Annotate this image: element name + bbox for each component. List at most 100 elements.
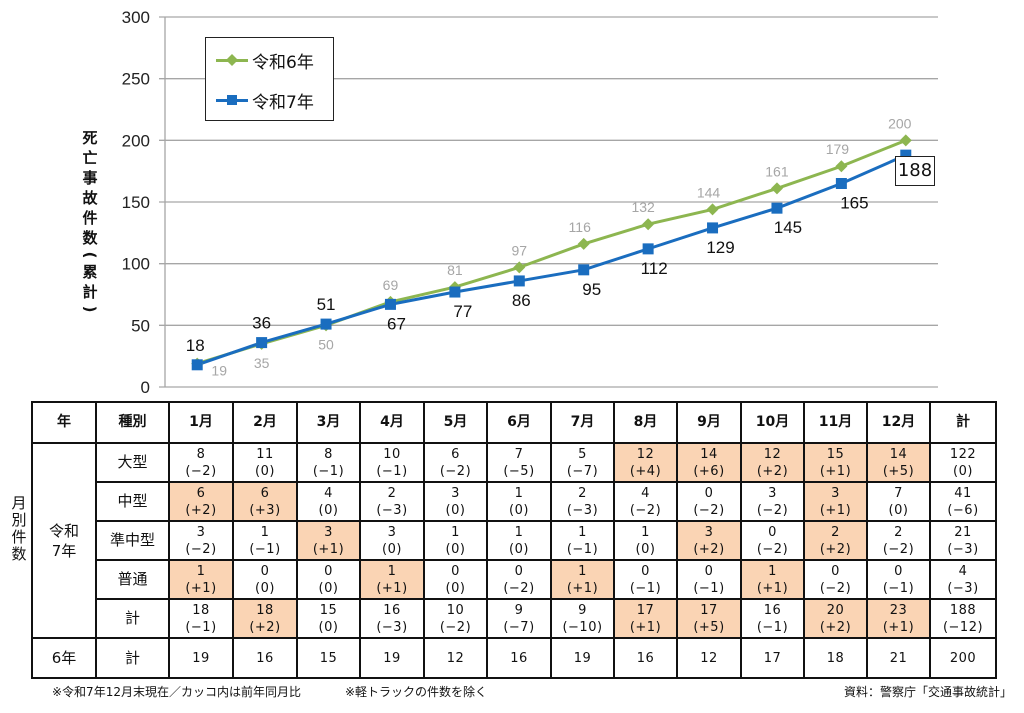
cell-value: 17: [700, 602, 718, 618]
data-label-r6: 50: [318, 336, 334, 352]
square-marker-icon: [320, 318, 332, 330]
cell-yoy-diff: (−2): [756, 502, 789, 518]
table-cell: 4 (0): [296, 481, 361, 522]
cell-yoy-diff: (+2): [249, 619, 281, 635]
table-cell: 3 (+1): [296, 520, 361, 561]
vehicle-type-label: 中型: [95, 481, 170, 522]
table-cell: 1 (+1): [359, 559, 425, 600]
table-cell: 0 (−2): [676, 481, 742, 522]
table-cell: 0 (−1): [676, 559, 742, 600]
cell-yoy-diff: (−2): [439, 463, 472, 479]
data-label-r7: 36: [252, 314, 271, 333]
table-cell: 3 (+2): [676, 520, 742, 561]
y-axis-label-char: 亡: [82, 149, 98, 167]
data-label-r7: 145: [774, 218, 802, 237]
table-cell: 3 (0): [359, 520, 425, 561]
column-header: 計: [929, 401, 997, 444]
column-header: 12月: [866, 401, 931, 444]
table-row: 令和 7年 大型 8 (−2) 11 (0) 8 (−1) 10 (−1) 6 (−2) 7 (−5) 5 (−…: [31, 442, 997, 639]
table-cell: 19: [550, 637, 615, 679]
cell-yoy-diff: (0): [888, 502, 909, 518]
square-marker-icon: [578, 264, 590, 276]
table-cell: 1 (+1): [740, 559, 805, 600]
cell-value: 2: [578, 485, 587, 501]
table-cell: 15 (0): [296, 598, 361, 639]
cell-yoy-diff: (−3): [376, 502, 408, 518]
y-axis-label-char: 事: [82, 169, 98, 187]
diamond-marker-icon: [216, 48, 248, 72]
cell-value: 188: [949, 602, 977, 618]
cell-yoy-diff: (−1): [312, 463, 345, 479]
cell-yoy-diff: (−1): [249, 541, 281, 557]
table-cell: 1 (−1): [232, 520, 298, 561]
cell-value: 0: [704, 563, 714, 579]
cell-value: 1: [578, 524, 587, 540]
table-row: 計 18 (−1) 18 (+2) 15 (0) 16 (−3) 10 (−2) 9 (−7) 9 (−10…: [32, 598, 997, 639]
table-cell: 2 (−2): [866, 520, 931, 561]
table-cell: 1 (+1): [550, 559, 615, 600]
cell-value: 3: [387, 524, 397, 540]
cell-value: 15: [826, 446, 845, 462]
table-cell: 8 (−1): [296, 442, 361, 483]
cell-value: 6: [260, 485, 270, 501]
data-label-r6: 69: [383, 277, 399, 293]
cell-value: 1: [514, 524, 524, 540]
y-tick-label: 300: [122, 8, 150, 27]
cell-value: 18: [256, 602, 274, 618]
cell-yoy-diff: (+2): [819, 619, 852, 635]
table-cell: 188 (−12): [929, 598, 997, 639]
table-cell: 18: [803, 637, 868, 679]
cell-value: 6: [196, 485, 206, 501]
cell-yoy-diff: (0): [318, 619, 339, 635]
diamond-marker-icon: [899, 134, 912, 147]
vehicle-type-label: 大型: [95, 442, 170, 483]
cell-value: 23: [889, 602, 908, 618]
legend-label-r6: 令和6年: [252, 52, 314, 73]
cell-value: 1: [768, 563, 777, 579]
square-marker-icon: [642, 243, 654, 255]
data-label-r6: 179: [826, 141, 850, 157]
table-cell: 9 (−7): [486, 598, 552, 639]
table-cell: 0 (−2): [486, 559, 552, 600]
data-label-r7: 86: [512, 291, 531, 310]
column-header: 2月: [232, 401, 298, 444]
line-chart-plot: 0 50 100 150 200 250 300 19 35 50 69 81 97 116 132 144 1…: [122, 8, 938, 397]
cell-yoy-diff: (+1): [185, 580, 217, 596]
legend-item-r6: 令和6年: [216, 48, 314, 73]
table-cell: 12 (+4): [613, 442, 678, 483]
table-cell: 0 (−1): [866, 559, 931, 600]
cell-yoy-diff: (+5): [882, 463, 915, 479]
cell-value: 15: [319, 602, 338, 618]
cell-value: 0: [324, 563, 333, 579]
cell-yoy-diff: (+1): [566, 580, 599, 596]
cell-yoy-diff: (−2): [185, 463, 217, 479]
column-header: 10月: [740, 401, 805, 444]
side-label-char: 月: [11, 494, 27, 512]
monthly-count-side-label: 月別件数: [10, 495, 28, 563]
table-cell: 2 (+2): [803, 520, 868, 561]
cell-yoy-diff: (+2): [693, 541, 725, 557]
table-row: 中型 6 (+2) 6 (+3) 4 (0) 2 (−3) 3 (0) 1 (0) 2 (−3) 4 (−2) 0…: [32, 481, 997, 522]
cell-yoy-diff: (−2): [756, 541, 789, 557]
column-header: 9月: [676, 401, 742, 444]
cell-yoy-diff: (+1): [882, 619, 915, 635]
cell-yoy-diff: (−2): [185, 541, 217, 557]
side-label-char: 数: [11, 545, 27, 563]
table-cell: 17: [740, 637, 805, 679]
cell-value: 0: [641, 563, 650, 579]
cell-yoy-diff: (−2): [882, 541, 915, 557]
cell-value: 6: [451, 446, 460, 462]
table-cell: 18 (−1): [168, 598, 234, 639]
cell-yoy-diff: (−2): [819, 580, 852, 596]
cell-value: 12: [763, 446, 782, 462]
cell-yoy-diff: (−6): [947, 502, 979, 518]
cell-value: 2: [387, 485, 397, 501]
cell-value: 2: [894, 524, 903, 540]
cell-yoy-diff: (−1): [566, 541, 599, 557]
cell-yoy-diff: (+2): [185, 502, 217, 518]
cell-value: 9: [514, 602, 524, 618]
table-cell: 21: [866, 637, 931, 679]
data-label-r7: 67: [387, 314, 406, 333]
cell-value: 1: [387, 563, 397, 579]
prev-year-label: 6年: [31, 637, 97, 679]
